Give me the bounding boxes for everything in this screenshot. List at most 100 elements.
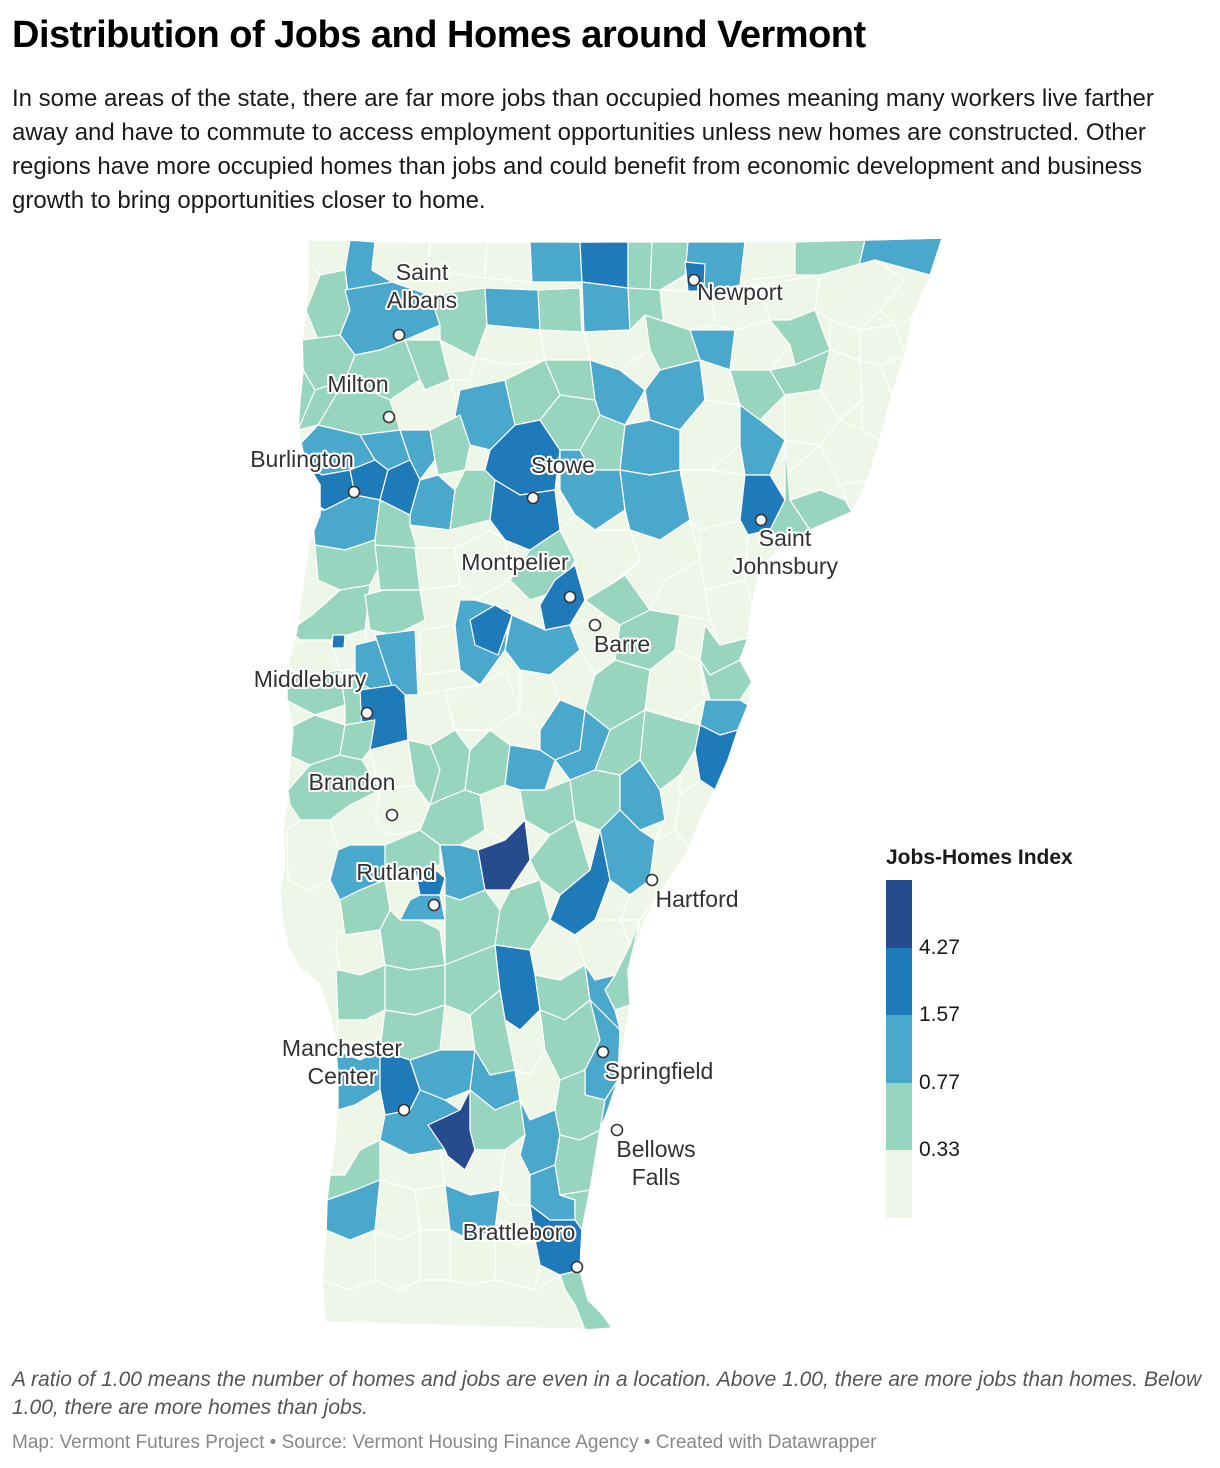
city-label: Brandon: [309, 769, 396, 795]
city-label: Brattleboro: [463, 1219, 576, 1245]
legend-swatch-2: [886, 947, 912, 1016]
town-area[interactable]: [364, 589, 426, 636]
city-label: Middlebury: [254, 666, 367, 692]
town-area[interactable]: [484, 241, 533, 283]
town-area[interactable]: [554, 1129, 601, 1196]
city-dot: [382, 410, 396, 424]
town-area[interactable]: [474, 324, 546, 366]
city-dot: [610, 1123, 624, 1137]
town-area[interactable]: [819, 349, 863, 421]
city-label-line: Brandon: [309, 769, 396, 795]
city-label-line: Falls: [632, 1164, 681, 1190]
legend-bar: 4.27 1.57 0.77 0.33: [886, 880, 960, 1218]
town-area[interactable]: [374, 1179, 421, 1241]
city-label: Montpelier: [461, 549, 569, 575]
town-area[interactable]: [484, 287, 541, 331]
city-label-line: Bellows: [616, 1136, 695, 1162]
city-dot: [397, 1103, 411, 1117]
city-label: Hartford: [655, 886, 738, 912]
city-dot: [360, 706, 374, 720]
town-area[interactable]: [321, 1229, 376, 1291]
city-dot: [347, 485, 361, 499]
city-marker: Montpelier: [459, 547, 577, 604]
legend-title: Jobs-Homes Index: [886, 846, 1073, 869]
city-label-line: Montpelier: [461, 549, 569, 575]
town-area[interactable]: [384, 829, 441, 881]
city-marker: Saint Johnsbury: [730, 513, 841, 581]
city-dot: [645, 873, 659, 887]
city-dot: [392, 328, 406, 342]
town-area[interactable]: [859, 324, 906, 366]
city-dot: [687, 273, 701, 287]
city-label-line: Milton: [327, 371, 388, 397]
town-area[interactable]: [374, 1229, 421, 1291]
town-area[interactable]: [439, 339, 476, 381]
city-marker: Middlebury: [252, 664, 374, 720]
town-area[interactable]: [469, 604, 513, 656]
city-dot: [754, 513, 768, 527]
city-marker: Brandon: [307, 767, 399, 822]
city-label: Bellows Falls: [616, 1136, 695, 1190]
town-area[interactable]: [399, 429, 436, 481]
legend-tick-3: 0.77: [919, 1070, 960, 1094]
town-area[interactable]: [331, 634, 346, 649]
state-outline: [279, 237, 943, 1331]
city-label: Stowe: [531, 452, 595, 478]
city-marker: Milton: [325, 369, 396, 424]
city-label-line: Manchester: [282, 1035, 403, 1061]
city-label-line: Albans: [387, 287, 457, 313]
city-dot: [385, 808, 399, 822]
town-area[interactable]: [287, 754, 381, 821]
town-area[interactable]: [314, 539, 381, 591]
town-area[interactable]: [529, 241, 583, 283]
town-area[interactable]: [789, 489, 853, 531]
chart-title: Distribution of Jobs and Homes around Ve…: [12, 14, 866, 56]
city-marker: Manchester Center: [280, 1033, 411, 1117]
town-area[interactable]: [539, 329, 591, 361]
legend-swatch-4: [886, 1082, 912, 1151]
town-area[interactable]: [419, 624, 461, 676]
chart-subtitle: In some areas of the state, there are fa…: [12, 85, 1154, 214]
legend-swatch-5: [886, 1150, 912, 1218]
city-label-line: Barre: [594, 631, 650, 657]
city-dot: [588, 618, 602, 632]
town-area[interactable]: [371, 241, 431, 283]
legend-tick-4: 0.33: [919, 1138, 960, 1162]
city-marker: Rutland: [354, 857, 441, 912]
town-area[interactable]: [374, 544, 421, 591]
footnote: A ratio of 1.00 means the number of home…: [12, 1368, 1202, 1419]
city-marker: Saint Albans: [385, 257, 459, 342]
city-label-line: Rutland: [356, 859, 435, 885]
city-marker: Burlington: [248, 444, 361, 499]
city-label: Milton: [327, 371, 388, 397]
city-dot: [563, 590, 577, 604]
city-dot: [570, 1260, 584, 1274]
town-area[interactable]: [739, 241, 796, 286]
town-area[interactable]: [649, 241, 689, 293]
legend: Jobs-Homes Index 4.27 1.57 0.77 0.33: [886, 846, 1146, 1218]
city-label-line: Newport: [697, 279, 783, 305]
city-marker: Stowe: [526, 450, 597, 505]
city-dot: [596, 1045, 610, 1059]
town-area[interactable]: [414, 1184, 451, 1231]
city-marker: Bellows Falls: [610, 1123, 698, 1192]
town-area[interactable]: [619, 419, 681, 476]
town-area[interactable]: [627, 241, 653, 293]
city-label: Newport: [697, 279, 783, 305]
cities-layer: Saint Albans Newport Milton Burlington Stowe S…: [248, 257, 841, 1274]
city-label: Manchester Center: [282, 1035, 403, 1089]
town-area[interactable]: [321, 1274, 586, 1330]
city-label-line: Middlebury: [254, 666, 367, 692]
town-area[interactable]: [414, 547, 461, 591]
town-area[interactable]: [729, 319, 791, 371]
town-area[interactable]: [581, 281, 631, 333]
towns-layer: [280, 238, 942, 1330]
city-label: Rutland: [356, 859, 435, 885]
city-label-line: Johnsbury: [732, 553, 839, 579]
city-marker: Springfield: [596, 1045, 715, 1086]
city-label-line: Springfield: [605, 1058, 714, 1084]
city-label-line: Stowe: [531, 452, 595, 478]
town-area[interactable]: [419, 1229, 451, 1281]
town-area[interactable]: [579, 241, 629, 289]
map-canvas: Saint Albans Newport Milton Burlington Stowe S…: [248, 237, 943, 1331]
